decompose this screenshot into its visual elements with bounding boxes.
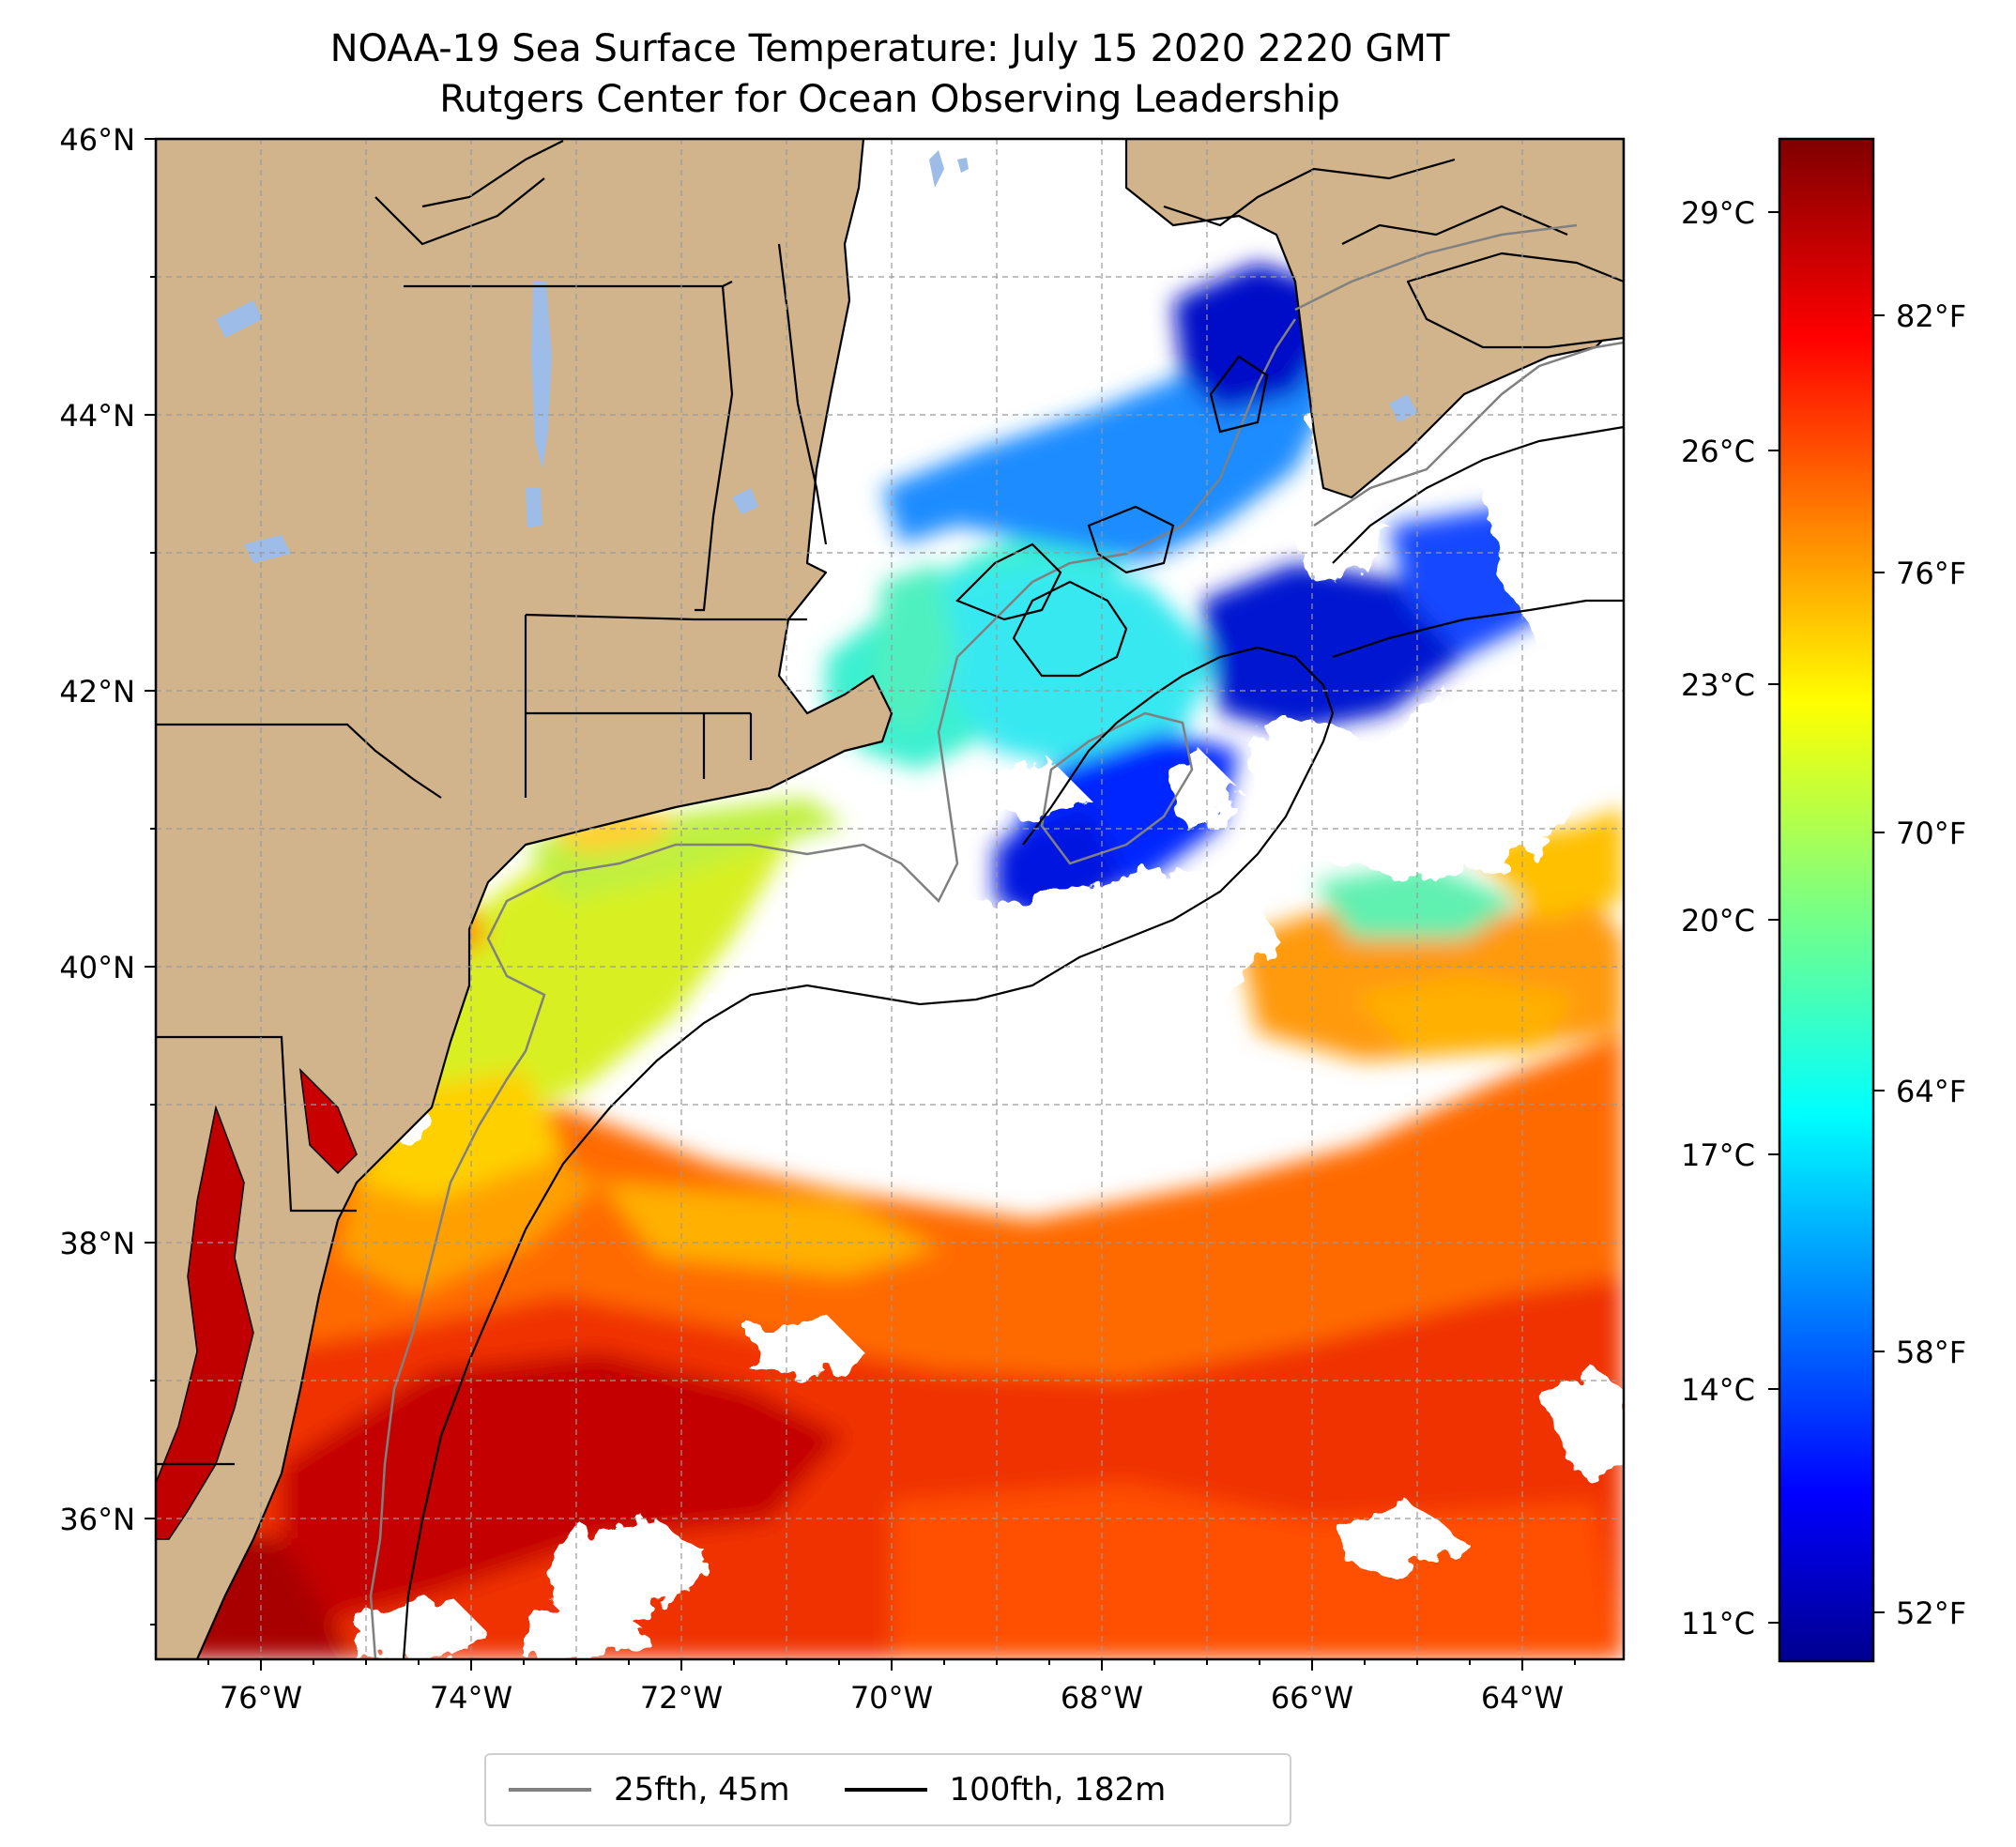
colorbar: 29°C 26°C 23°C 20°C 17°C 14°C 11°C 82°F … bbox=[1681, 137, 1966, 1663]
colorbar-celsius-label: 11°C bbox=[1681, 1606, 1755, 1641]
colorbar-fahrenheit-label: 70°F bbox=[1896, 816, 1966, 851]
colorbar-fahrenheit-label: 64°F bbox=[1896, 1074, 1966, 1109]
colorbar-fahrenheit-label: 52°F bbox=[1896, 1595, 1966, 1631]
lat-tick-label: 36°N bbox=[59, 1502, 135, 1537]
lon-tick-label: 68°W bbox=[1061, 1680, 1143, 1716]
lat-tick-label: 38°N bbox=[59, 1226, 135, 1261]
colorbar-celsius-label: 23°C bbox=[1681, 667, 1755, 703]
colorbar-celsius-label: 26°C bbox=[1681, 434, 1755, 469]
lon-tick-label: 64°W bbox=[1481, 1680, 1564, 1716]
lon-tick-label: 70°W bbox=[850, 1680, 933, 1716]
boundaries bbox=[156, 140, 1568, 1466]
colorbar-celsius-label: 20°C bbox=[1681, 903, 1755, 939]
colorbar-celsius-label: 14°C bbox=[1681, 1372, 1755, 1408]
colorbar-fahrenheit-label: 82°F bbox=[1896, 298, 1966, 334]
lat-labels: 46°N 44°N 42°N 40°N 38°N 36°N bbox=[59, 122, 135, 1537]
colorbar-celsius-label: 29°C bbox=[1681, 195, 1755, 231]
colorbar-gradient bbox=[1778, 137, 1875, 1663]
chesapeake-bay bbox=[156, 1105, 254, 1540]
isobath-25fth bbox=[369, 223, 1624, 1659]
legend-label: 100fth, 182m bbox=[949, 1771, 1167, 1809]
plot-frame bbox=[154, 137, 1626, 1661]
sst-field bbox=[156, 263, 1624, 1659]
map-area bbox=[156, 139, 1624, 1659]
legend-item-25fth: 25fth, 45m bbox=[497, 1771, 790, 1809]
lon-tick-label: 72°W bbox=[640, 1680, 723, 1716]
lat-tick-label: 46°N bbox=[59, 122, 135, 158]
lon-labels: 76°W 74°W 72°W 70°W 68°W 66°W 64°W bbox=[220, 1680, 1564, 1716]
legend-label: 25fth, 45m bbox=[614, 1771, 790, 1809]
legend: 25fth, 45m 100fth, 182m bbox=[484, 1753, 1291, 1826]
lat-tick-label: 44°N bbox=[59, 398, 135, 434]
legend-line-grey bbox=[509, 1788, 591, 1792]
delaware-bay bbox=[298, 1067, 358, 1175]
isobath-100fth bbox=[402, 355, 1624, 1659]
legend-item-100fth: 100fth, 182m bbox=[833, 1771, 1167, 1809]
colorbar-fahrenheit-label: 76°F bbox=[1896, 556, 1966, 591]
chart-title-line2: Rutgers Center for Ocean Observing Leade… bbox=[439, 78, 1340, 121]
lat-tick-label: 40°N bbox=[59, 950, 135, 985]
gridlines bbox=[156, 139, 1624, 1659]
axis-ticks bbox=[145, 138, 1576, 1671]
lat-tick-label: 42°N bbox=[59, 674, 135, 710]
lon-tick-label: 74°W bbox=[430, 1680, 512, 1716]
chart-title-line1: NOAA-19 Sea Surface Temperature: July 15… bbox=[329, 27, 1450, 70]
colorbar-celsius-label: 17°C bbox=[1681, 1137, 1755, 1173]
lon-tick-label: 66°W bbox=[1271, 1680, 1353, 1716]
lon-tick-label: 76°W bbox=[220, 1680, 302, 1716]
legend-line-black bbox=[844, 1788, 927, 1792]
colorbar-fahrenheit-label: 58°F bbox=[1896, 1335, 1966, 1370]
